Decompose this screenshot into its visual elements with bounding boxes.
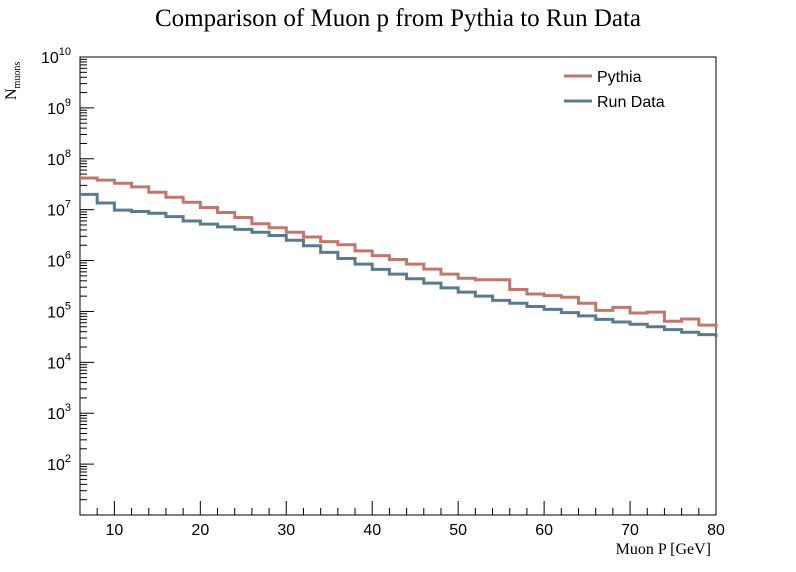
y-axis-label: Nmuons — [3, 62, 23, 100]
x-tick-label: 30 — [277, 522, 295, 539]
plot-frame — [79, 56, 717, 516]
series-line-run-data — [80, 192, 718, 338]
y-tick-label: 105 — [47, 300, 71, 321]
x-tick-label: 70 — [621, 522, 639, 539]
series-layer — [80, 176, 718, 338]
x-tick-label: 20 — [191, 522, 209, 539]
y-axis-label-sub: muons — [12, 62, 23, 89]
y-tick-exponent: 3 — [65, 402, 71, 414]
legend-label: Run Data — [597, 94, 665, 111]
y-tick-label: 102 — [47, 453, 71, 474]
y-tick-base: 10 — [41, 50, 59, 67]
y-tick-exponent: 6 — [65, 250, 71, 262]
y-tick-label: 107 — [47, 199, 71, 220]
y-tick-exponent: 2 — [65, 453, 71, 465]
series-line-pythia — [80, 176, 718, 328]
y-tick-exponent: 10 — [59, 46, 71, 58]
y-tick-exponent: 7 — [65, 199, 71, 211]
chart-title: Comparison of Muon p from Pythia to Run … — [155, 5, 641, 32]
y-tick-label: 108 — [47, 148, 71, 169]
y-tick-label: 106 — [47, 250, 71, 271]
y-tick-label: 109 — [47, 97, 71, 118]
y-tick-exponent: 9 — [65, 97, 71, 109]
x-tick-label: 10 — [105, 522, 123, 539]
y-tick-label: 1010 — [41, 46, 71, 67]
y-tick-exponent: 8 — [65, 148, 71, 160]
y-tick-base: 10 — [47, 457, 65, 474]
legend: Pythia Run Data — [564, 69, 665, 111]
x-tick-label: 60 — [535, 522, 553, 539]
y-tick-label: 103 — [47, 402, 71, 423]
legend-label: Pythia — [597, 69, 642, 86]
x-axis-label: Muon P [GeV] — [616, 541, 711, 558]
y-tick-exponent: 5 — [65, 300, 71, 312]
y-tick-base: 10 — [47, 355, 65, 372]
y-tick-base: 10 — [47, 152, 65, 169]
y-tick-base: 10 — [47, 254, 65, 271]
y-tick-base: 10 — [47, 406, 65, 423]
x-tick-label: 40 — [363, 522, 381, 539]
y-tick-base: 10 — [47, 203, 65, 220]
x-tick-label: 50 — [449, 522, 467, 539]
y-tick-base: 10 — [47, 304, 65, 321]
y-axis-label-main: N — [3, 88, 20, 100]
y-tick-label: 104 — [47, 351, 71, 372]
x-tick-label: 80 — [707, 522, 725, 539]
y-tick-base: 10 — [47, 101, 65, 118]
x-axis: 10 20 30 40 50 60 70 80 — [79, 501, 725, 539]
y-tick-exponent: 4 — [65, 351, 71, 363]
